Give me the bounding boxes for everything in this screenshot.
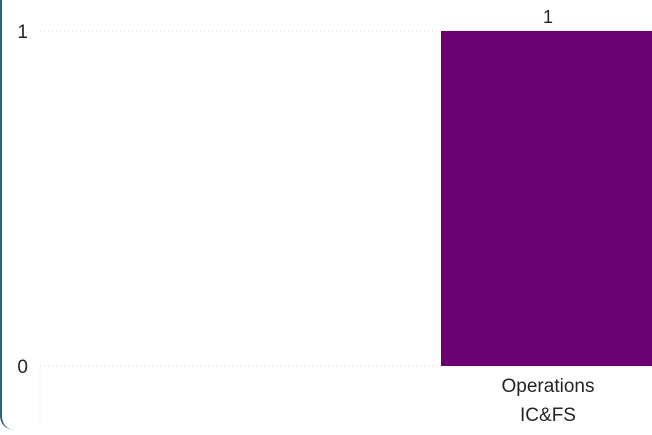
- y-axis: 01: [17, 22, 41, 430]
- x-tick-label: IC&FS: [520, 405, 576, 426]
- bar[interactable]: [441, 31, 652, 366]
- data-label: 1: [543, 7, 553, 27]
- data-labels: 1: [543, 7, 553, 27]
- x-axis: Operations IC&FS: [502, 376, 595, 426]
- bars[interactable]: [441, 31, 652, 366]
- y-tick-label: 1: [17, 22, 28, 43]
- y-tick-label: 0: [17, 357, 28, 378]
- x-tick-label: Operations: [502, 376, 595, 397]
